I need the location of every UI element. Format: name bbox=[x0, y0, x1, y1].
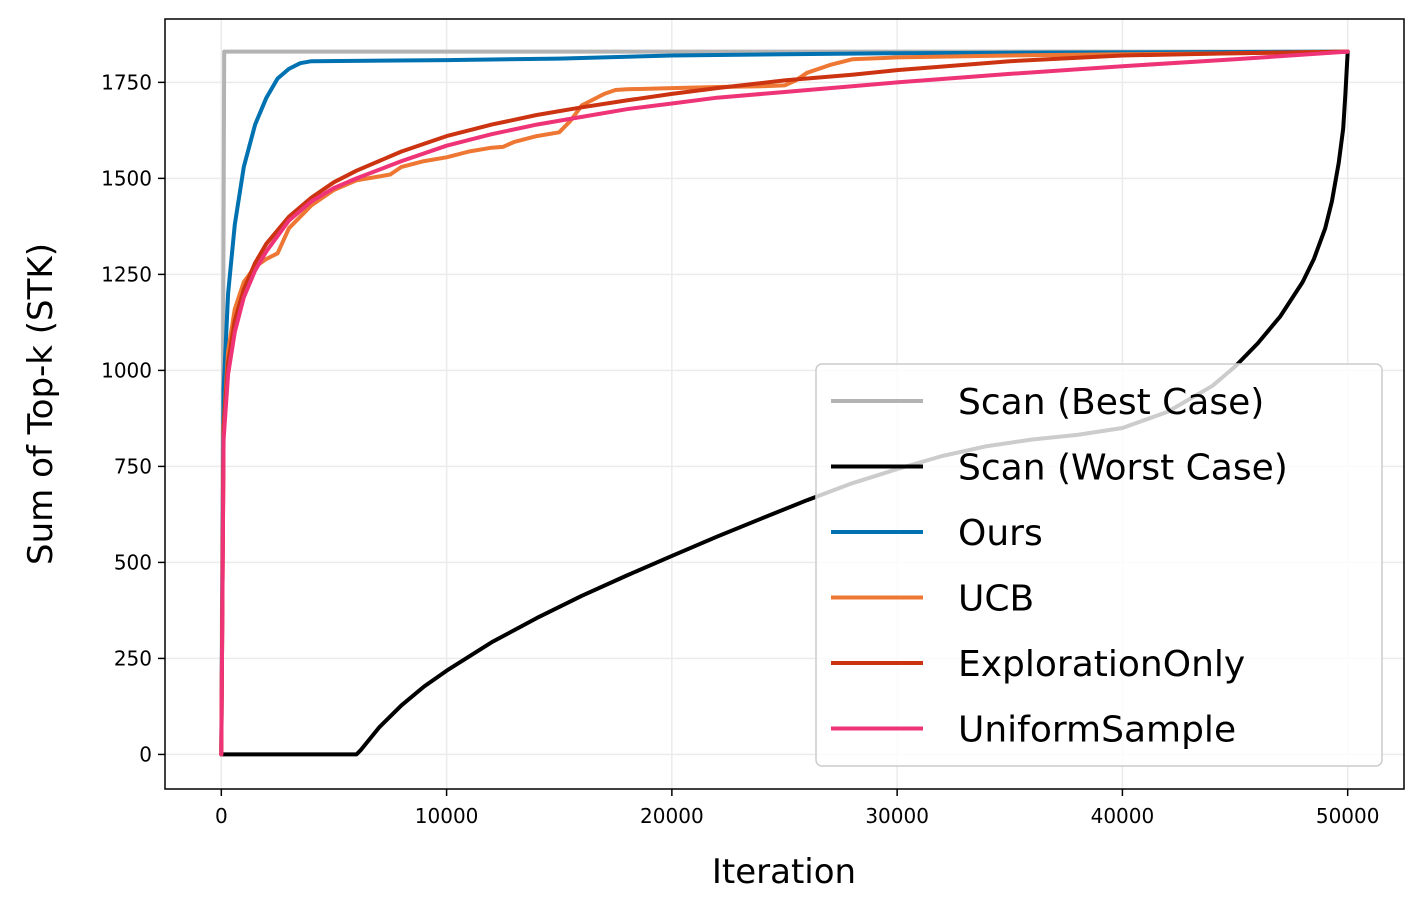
x-axis-title: Iteration bbox=[712, 852, 856, 892]
y-axis-title: Sum of Top-k (STK) bbox=[21, 243, 61, 565]
series-line-explorationonly bbox=[219, 49, 1350, 757]
y-tick-label: 1250 bbox=[101, 262, 152, 286]
legend-label-scan-best-case: Scan (Best Case) bbox=[958, 382, 1264, 423]
x-tick-label: 30000 bbox=[865, 804, 929, 828]
x-tick-label: 20000 bbox=[640, 804, 704, 828]
legend: Scan (Best Case) Scan (Worst Case) Ours UCB… bbox=[815, 363, 1383, 767]
plot-frame bbox=[164, 18, 1405, 790]
y-tick-label: 1500 bbox=[101, 166, 152, 190]
y-tick-label: 1750 bbox=[101, 70, 152, 94]
series-line-ucb bbox=[219, 49, 1350, 757]
legend-label-explorationonly: ExplorationOnly bbox=[958, 644, 1245, 685]
legend-label-scan-worst-case: Scan (Worst Case) bbox=[958, 448, 1288, 489]
y-tick-label: 250 bbox=[114, 646, 152, 670]
x-ticks: 0 10000 20000 30000 40000 50000 bbox=[215, 789, 1380, 828]
y-tick-label: 1000 bbox=[101, 358, 152, 382]
series-line-ours bbox=[219, 49, 1350, 757]
x-tick-label: 40000 bbox=[1091, 804, 1155, 828]
y-ticks: 0 250 500 750 1000 1250 1500 1750 bbox=[101, 70, 165, 766]
y-tick-label: 750 bbox=[114, 454, 152, 478]
series-line-uniformsample bbox=[219, 49, 1350, 757]
x-tick-label: 50000 bbox=[1316, 804, 1380, 828]
y-tick-label: 0 bbox=[139, 742, 152, 766]
x-tick-label: 0 bbox=[215, 804, 228, 828]
legend-label-ours: Ours bbox=[958, 513, 1043, 554]
legend-box bbox=[815, 363, 1383, 767]
y-tick-label: 500 bbox=[114, 550, 152, 574]
legend-label-uniformsample: UniformSample bbox=[958, 710, 1236, 751]
legend-label-ucb: UCB bbox=[958, 579, 1034, 620]
x-tick-label: 10000 bbox=[415, 804, 479, 828]
